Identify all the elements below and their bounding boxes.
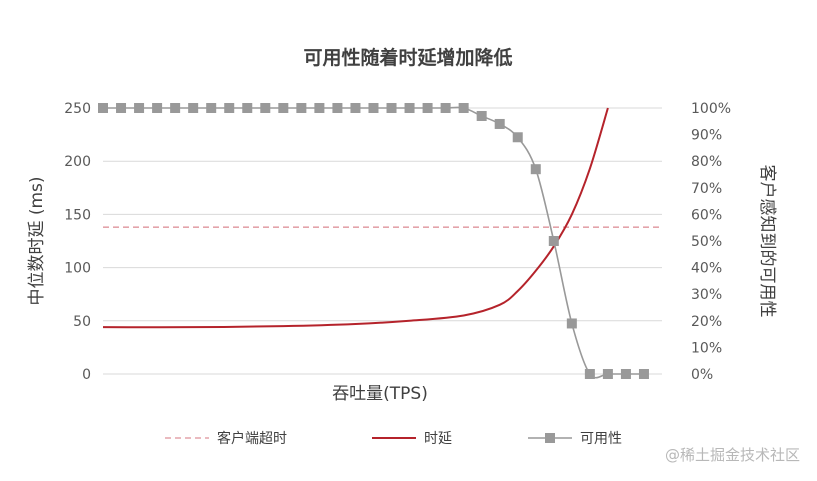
y2-tick-label: 80% [691, 154, 722, 170]
availability-marker [476, 110, 487, 121]
legend-label: 客户端超时 [217, 430, 287, 447]
availability-marker [350, 103, 361, 113]
y-tick-label: 200 [64, 154, 91, 170]
grid-lines [103, 107, 662, 375]
availability-marker [512, 132, 523, 143]
y2-tick-label: 50% [691, 234, 722, 250]
y2-tick-label: 60% [691, 207, 722, 223]
latency-line [102, 107, 609, 329]
y2-tick-label: 70% [691, 181, 722, 197]
availability-marker [206, 103, 217, 113]
availability-marker [494, 118, 505, 129]
y-tick-label: 100 [64, 261, 91, 277]
availability-marker [566, 318, 577, 329]
y-tick-label: 0 [82, 367, 91, 383]
availability-marker [386, 103, 397, 113]
availability-marker [188, 103, 199, 113]
y2-tick-label: 40% [691, 261, 722, 277]
chart-title: 可用性随着时延增加降低 [303, 46, 512, 69]
availability-marker [242, 103, 253, 113]
availability-marker [404, 103, 415, 113]
availability-marker [134, 103, 145, 113]
availability-marker [584, 369, 595, 379]
availability-marker [260, 103, 271, 113]
legend: 客户端超时 时延 可用性 [165, 430, 622, 447]
right-axis-ticks: 100% 90% 80% 70% 60% 50% 40% 30% 20% 10% 0% [691, 101, 731, 383]
availability-marker [116, 103, 127, 113]
y2-tick-label: 90% [691, 128, 722, 144]
y2-tick-label: 30% [691, 287, 722, 303]
y-axis-title: 中位数时延 (ms) [27, 176, 47, 305]
left-axis-ticks: 250 200 150 100 50 0 [64, 101, 91, 383]
y-tick-label: 50 [73, 314, 91, 330]
availability-marker [170, 103, 181, 113]
availability-marker [224, 103, 235, 113]
availability-marker [152, 103, 163, 113]
legend-label: 可用性 [580, 431, 622, 447]
availability-marker [440, 103, 451, 113]
availability-marker [458, 103, 469, 113]
availability-marker [422, 103, 433, 113]
y2-tick-label: 10% [691, 340, 722, 356]
y2-tick-label: 100% [691, 101, 731, 117]
availability-marker [548, 236, 559, 246]
availability-marker [620, 369, 631, 379]
availability-marker [368, 103, 379, 113]
availability-marker [638, 369, 649, 379]
y-tick-label: 250 [64, 101, 91, 117]
series-layer [98, 103, 662, 379]
y2-axis-title: 客户感知到的可用性 [757, 165, 777, 318]
watermark: @稀土掘金技术社区 [665, 446, 800, 464]
availability-marker [530, 164, 541, 175]
availability-marker [314, 103, 325, 113]
availability-marker [278, 103, 289, 113]
y-tick-label: 150 [64, 207, 91, 223]
x-axis-title: 吞吐量(TPS) [332, 384, 428, 404]
availability-marker [332, 103, 343, 113]
availability-marker [98, 103, 108, 113]
availability-line [102, 106, 644, 379]
y2-tick-label: 20% [691, 314, 722, 330]
y2-tick-label: 0% [691, 367, 713, 383]
availability-marker [296, 103, 307, 113]
availability-marker [602, 369, 613, 379]
legend-label: 时延 [424, 431, 452, 447]
legend-marker-availability [545, 433, 555, 443]
